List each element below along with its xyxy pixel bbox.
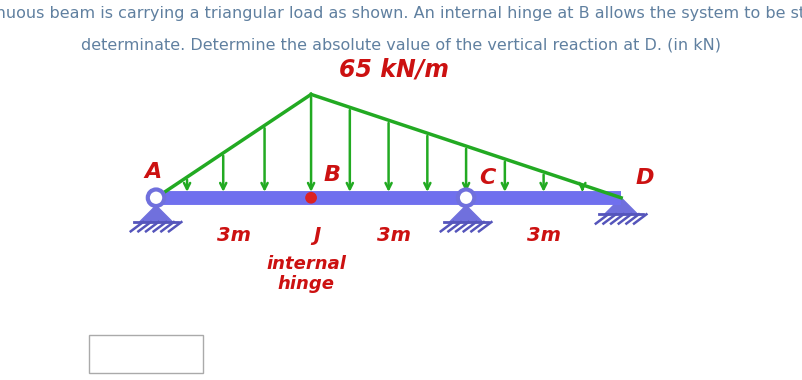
- Text: A continuous beam is carrying a triangular load as shown. An internal hinge at B: A continuous beam is carrying a triangul…: [0, 6, 802, 21]
- Circle shape: [306, 193, 316, 203]
- Circle shape: [148, 190, 164, 206]
- Polygon shape: [604, 198, 637, 214]
- Text: determinate. Determine the absolute value of the vertical reaction at D. (in kN): determinate. Determine the absolute valu…: [81, 38, 721, 53]
- Text: A: A: [144, 162, 162, 182]
- Text: internal
hinge: internal hinge: [265, 255, 346, 293]
- Circle shape: [457, 190, 474, 206]
- Text: 3m: 3m: [526, 226, 560, 245]
- Polygon shape: [449, 206, 482, 222]
- Polygon shape: [140, 206, 172, 222]
- Text: B: B: [323, 165, 341, 185]
- Text: 3m: 3m: [376, 226, 411, 245]
- Text: J: J: [314, 226, 321, 245]
- Text: 65 kN/m: 65 kN/m: [339, 57, 449, 81]
- Text: 3m: 3m: [217, 226, 250, 245]
- Text: D: D: [635, 168, 654, 188]
- Bar: [89, 335, 202, 374]
- Text: C: C: [479, 168, 495, 188]
